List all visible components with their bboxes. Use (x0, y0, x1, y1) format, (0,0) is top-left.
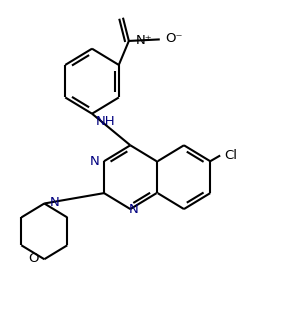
Text: N: N (90, 155, 99, 168)
Text: NH: NH (96, 115, 115, 128)
Text: O: O (28, 252, 39, 265)
Text: O⁻: O⁻ (165, 32, 183, 45)
Text: Cl: Cl (225, 149, 238, 162)
Text: N: N (128, 202, 138, 216)
Text: N: N (50, 196, 59, 209)
Text: N⁺: N⁺ (135, 34, 152, 47)
